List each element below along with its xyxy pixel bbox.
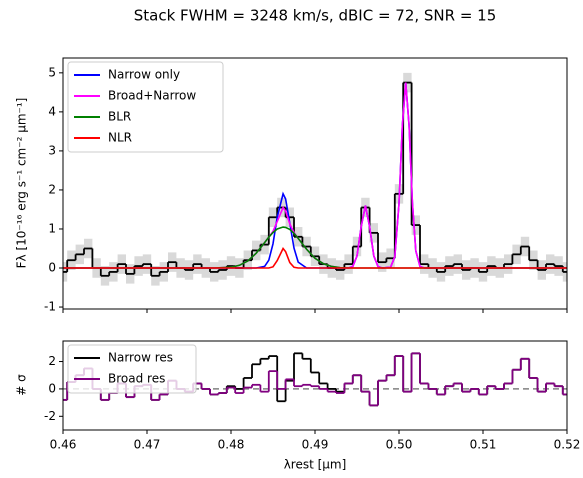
y-tick-label: 1 (48, 221, 56, 235)
y-tick-label: -2 (44, 409, 56, 423)
x-tick-label: 0.48 (218, 438, 245, 452)
model-line (63, 247, 567, 269)
x-tick-label: 0.49 (302, 438, 329, 452)
legend-label: Narrow only (108, 68, 180, 82)
legend-label: Broad+Narrow (108, 89, 196, 103)
x-tick-label: 0.51 (470, 438, 497, 452)
y-tick-label: -1 (44, 300, 56, 314)
y-tick-label: 2 (48, 354, 56, 368)
legend-label: Narrow res (108, 351, 173, 365)
y-tick-label: 2 (48, 182, 56, 196)
legend-box (67, 61, 224, 153)
y-axis-label: # σ (15, 374, 29, 396)
y-tick-label: 3 (48, 143, 56, 157)
legend-label: NLR (108, 131, 132, 145)
y-axis-label: Fλ [10⁻¹⁶ erg s⁻¹ cm⁻² μm⁻¹] (15, 98, 29, 269)
axes-frame (62, 340, 568, 431)
x-tick-label: 0.47 (134, 438, 161, 452)
legend-label: Broad res (108, 372, 165, 386)
chart-title: Stack FWHM = 3248 km/s, dBIC = 72, SNR =… (134, 7, 497, 25)
y-tick-label: 0 (48, 261, 56, 275)
y-tick-label: 5 (48, 65, 56, 79)
error-band (63, 72, 567, 286)
plot-area (63, 72, 567, 286)
x-axis-label: λrest [μm] (284, 458, 347, 472)
y-tick-label: 4 (48, 104, 56, 118)
legend-label: BLR (108, 110, 131, 124)
axes-frame (62, 57, 568, 310)
x-tick-label: 0.52 (554, 438, 581, 452)
y-tick-label: 0 (48, 381, 56, 395)
x-tick-label: 0.50 (386, 438, 413, 452)
x-tick-label: 0.46 (50, 438, 77, 452)
